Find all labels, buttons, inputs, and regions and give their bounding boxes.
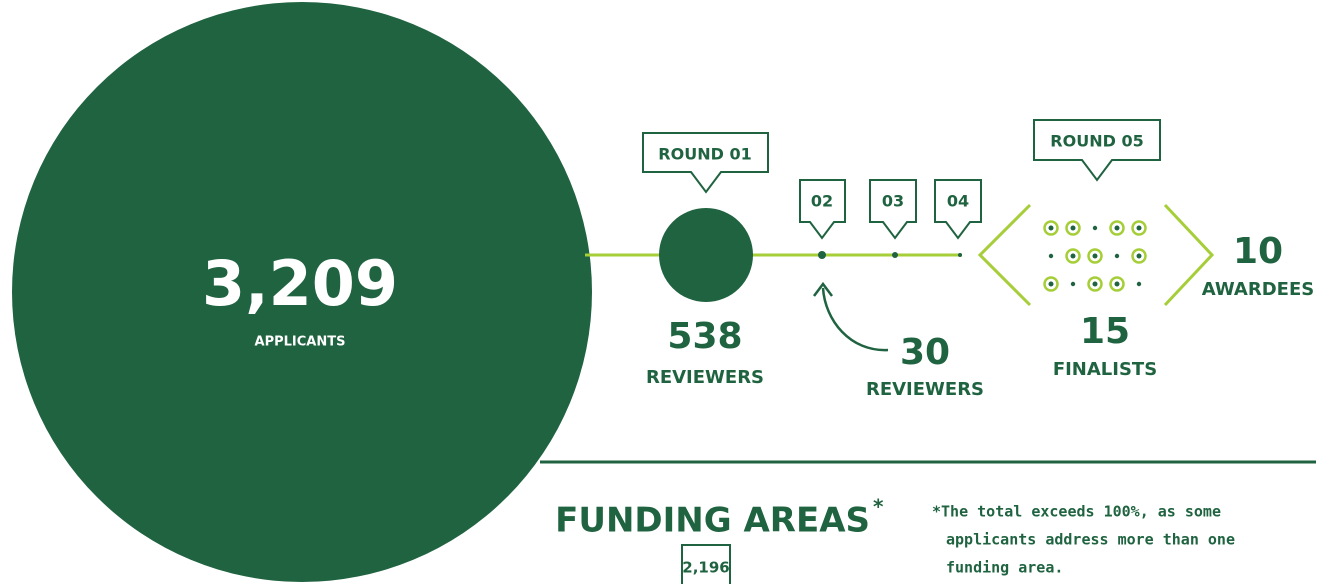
title-marker: * bbox=[873, 495, 884, 519]
dot bbox=[1131, 248, 1147, 264]
dot bbox=[1136, 253, 1142, 259]
dot bbox=[1048, 281, 1054, 287]
dot bbox=[1043, 276, 1059, 292]
round-circle bbox=[659, 208, 753, 302]
dot bbox=[1109, 276, 1125, 292]
count: 10 bbox=[1233, 231, 1283, 272]
note: funding area. bbox=[946, 559, 1063, 577]
dot bbox=[1048, 253, 1054, 259]
dot bbox=[1043, 220, 1059, 236]
applicants-value: 3,209 bbox=[202, 247, 398, 320]
dot bbox=[1070, 225, 1076, 231]
applicants-label: APPLICANTS bbox=[255, 335, 346, 350]
callout bbox=[642, 132, 769, 194]
count-label: REVIEWERS bbox=[646, 367, 764, 388]
callout bbox=[934, 179, 982, 240]
round-label: 03 bbox=[882, 192, 904, 211]
round-label: 04 bbox=[947, 192, 969, 211]
round-dot bbox=[892, 252, 898, 258]
arrow-head bbox=[813, 281, 833, 297]
value: 2,196 bbox=[682, 559, 729, 577]
dot bbox=[1087, 276, 1103, 292]
finalist-dots bbox=[1043, 220, 1147, 292]
chevron bbox=[1163, 203, 1215, 307]
count: 30 bbox=[900, 332, 950, 373]
dot bbox=[1092, 253, 1098, 259]
chevron bbox=[977, 203, 1032, 307]
count: 538 bbox=[667, 316, 742, 357]
dot bbox=[1092, 225, 1098, 231]
value-box bbox=[681, 544, 731, 584]
note: applicants address more than one bbox=[946, 531, 1235, 549]
dot bbox=[1131, 220, 1147, 236]
dot bbox=[1109, 220, 1125, 236]
dot bbox=[1070, 253, 1076, 259]
dot bbox=[1065, 248, 1081, 264]
applicants-circle bbox=[12, 2, 592, 582]
dot bbox=[1048, 225, 1054, 231]
callout bbox=[869, 179, 917, 240]
count-label: REVIEWERS bbox=[866, 379, 984, 400]
section-title: FUNDING AREAS bbox=[555, 501, 870, 541]
round-label: ROUND 05 bbox=[1050, 132, 1143, 151]
dot bbox=[1070, 281, 1076, 287]
dot bbox=[1114, 281, 1120, 287]
count-label: AWARDEES bbox=[1202, 279, 1314, 300]
dot bbox=[1114, 225, 1120, 231]
callout bbox=[799, 179, 846, 240]
dot bbox=[1114, 253, 1120, 259]
count: 15 bbox=[1080, 311, 1130, 352]
dot bbox=[1087, 248, 1103, 264]
dot bbox=[1092, 281, 1098, 287]
note: *The total exceeds 100%, as some bbox=[932, 503, 1221, 521]
count-label: FINALISTS bbox=[1053, 359, 1157, 380]
round-label: 02 bbox=[811, 192, 833, 211]
callout bbox=[1033, 119, 1161, 182]
round-dot bbox=[958, 253, 962, 257]
round-label: ROUND 01 bbox=[658, 145, 751, 164]
dot bbox=[1065, 220, 1081, 236]
dot bbox=[1136, 281, 1142, 287]
arrow bbox=[821, 287, 889, 352]
dot bbox=[1136, 225, 1142, 231]
round-dot bbox=[818, 251, 826, 259]
